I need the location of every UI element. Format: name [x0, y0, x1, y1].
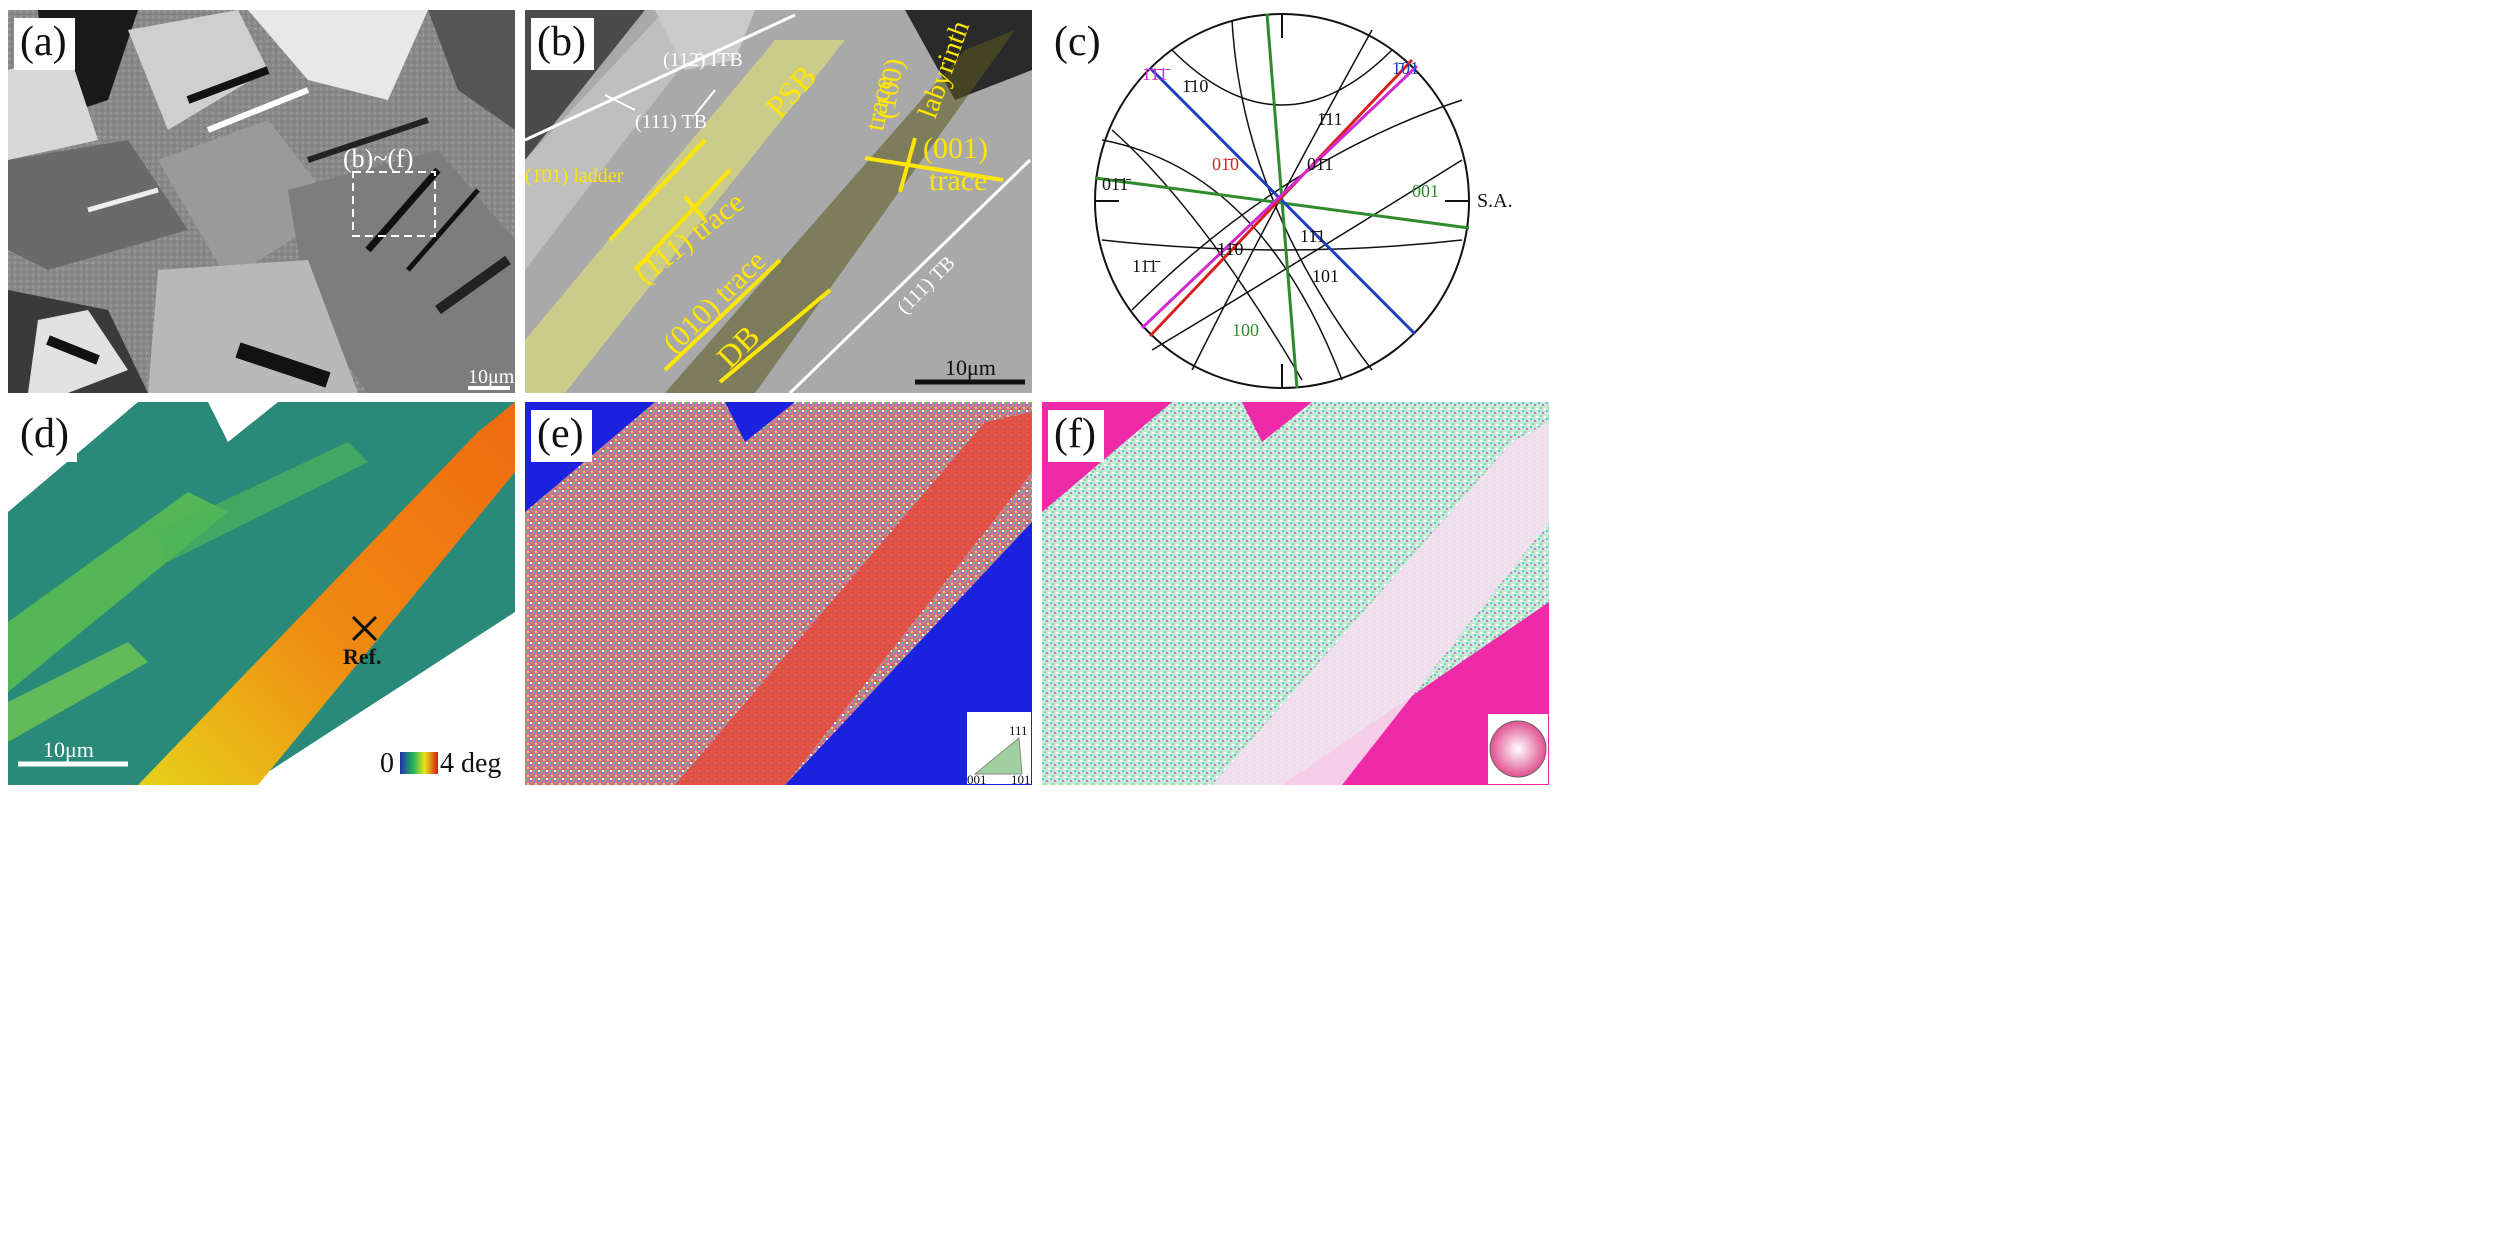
- stereogram: 1̄10 1̄1̄1̄ 1̄01 1̄11 01̄1̄ 01̄0 01̄1 00…: [1094, 13, 1513, 389]
- panel-f-orientation-map: (f): [1042, 402, 1549, 785]
- pole-11b1: 11̄1: [1300, 226, 1326, 246]
- blue-trace: [1148, 66, 1417, 336]
- panel-label-c: (c): [1048, 18, 1109, 70]
- ipf-map-image: 111 001 101: [525, 402, 1032, 785]
- panel-label-e: (e): [531, 410, 592, 462]
- micrograph-a-image: (b)~(f) 10μm: [8, 10, 515, 393]
- pole-1b11: 1̄11: [1317, 109, 1343, 129]
- pole-01b1: 01̄1: [1307, 154, 1333, 174]
- micrograph-b-image: (112̄) ITB (111) TB PSB (1̄01) ladder (1…: [525, 10, 1032, 393]
- region-box: [352, 171, 436, 237]
- green-trace-2: [1094, 176, 1470, 230]
- panel-label-b: (b): [531, 18, 594, 70]
- pole-001: 001: [1412, 181, 1439, 201]
- region-label: (b)~(f): [343, 144, 413, 173]
- panel-label-a: (a): [14, 18, 75, 70]
- tb-top-label: (111) TB: [635, 111, 707, 133]
- legend-111: 111: [1009, 723, 1028, 738]
- db-band: [665, 30, 1015, 393]
- red-trace: [1148, 58, 1414, 338]
- ref-marker-2: [351, 615, 378, 642]
- red-band-e: [675, 412, 1032, 785]
- scale-bar-label-b: 10μm: [945, 355, 996, 380]
- pole-1b01: 1̄01: [1392, 58, 1419, 78]
- pole-11b0: 11̄0: [1217, 239, 1243, 259]
- color-wheel: [1489, 720, 1547, 778]
- panel-b-sem-micrograph: (112̄) ITB (111) TB PSB (1̄01) ladder (1…: [525, 10, 1032, 393]
- pale-band-f: [1212, 422, 1549, 785]
- panel-label-f: (f): [1048, 410, 1104, 462]
- pole-01b1b: 01̄1̄: [1102, 174, 1131, 194]
- pole-11b1b: 11̄1̄: [1132, 256, 1161, 276]
- colorbar: [400, 752, 438, 774]
- orientation-map-image: [1042, 402, 1549, 785]
- ref-label: Ref.: [343, 644, 381, 669]
- itb-label: (112̄) ITB: [663, 49, 743, 71]
- panel-e-ipf-map: 111 001 101 (e): [525, 402, 1032, 785]
- misorientation-map: Ref. 10μm 0 4 deg: [8, 402, 515, 785]
- deformation-band: [138, 402, 515, 785]
- panel-a-sem-micrograph: (b)~(f) 10μm (a): [8, 10, 515, 393]
- scale-bar-label-d: 10μm: [43, 737, 94, 762]
- pole-101: 101: [1312, 266, 1339, 286]
- legend-001: 001: [967, 772, 987, 785]
- trace-001-label-a: (001): [923, 132, 988, 165]
- trace-001-label-b: trace: [929, 164, 987, 197]
- pole-1b1b1b: 1̄1̄1̄: [1142, 64, 1171, 84]
- pole-01b0: 01̄0: [1212, 154, 1239, 174]
- scale-bar-label-a: 10μm: [468, 366, 515, 388]
- ladder-label: (1̄01) ladder: [525, 165, 624, 187]
- panel-label-d: (d): [14, 410, 77, 462]
- colorbar-max: 4 deg: [440, 748, 501, 779]
- panel-d-kam-map: Ref. 10μm 0 4 deg (d): [8, 402, 515, 785]
- sa-label: S.A.: [1477, 190, 1513, 212]
- legend-101: 101: [1011, 772, 1031, 785]
- colorbar-min: 0: [380, 748, 394, 779]
- magenta-trace: [1140, 64, 1419, 330]
- pole-100: 100: [1232, 320, 1259, 340]
- panel-c-stereographic-projection: 1̄10 1̄1̄1̄ 1̄01 1̄11 01̄1̄ 01̄0 01̄1 00…: [1042, 10, 1549, 393]
- pole-1b10: 1̄10: [1182, 76, 1208, 96]
